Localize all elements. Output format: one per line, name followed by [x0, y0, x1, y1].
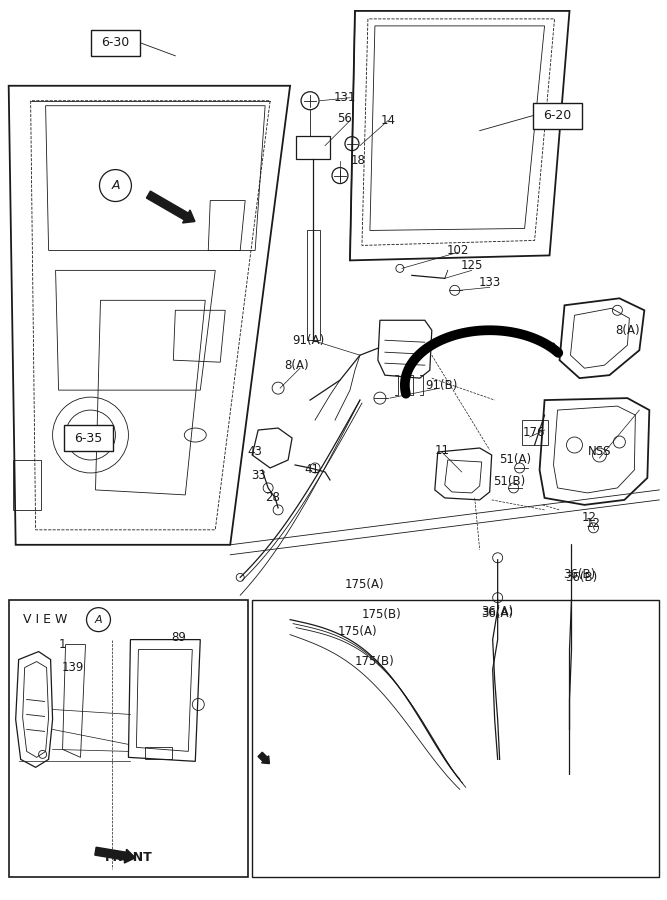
- Text: 51(A): 51(A): [500, 454, 532, 466]
- FancyArrow shape: [258, 752, 269, 763]
- Bar: [522, 420, 548, 445]
- FancyArrow shape: [146, 191, 195, 223]
- Text: V I E W: V I E W: [23, 613, 67, 626]
- Text: 51(B): 51(B): [494, 475, 526, 489]
- Text: 33: 33: [251, 470, 265, 482]
- Text: 175(B): 175(B): [355, 655, 395, 668]
- Circle shape: [99, 169, 131, 202]
- Text: 14: 14: [380, 114, 396, 127]
- Text: 43: 43: [247, 446, 263, 458]
- Text: 175(A): 175(A): [345, 578, 385, 591]
- Text: 36(A): 36(A): [482, 608, 514, 620]
- Bar: [63, 425, 113, 451]
- Bar: [307, 230, 320, 340]
- Text: 175(B): 175(B): [362, 608, 402, 621]
- Text: 102: 102: [446, 244, 469, 256]
- Text: 175(A): 175(A): [338, 626, 378, 638]
- Text: 36(B): 36(B): [566, 572, 598, 584]
- Text: 133: 133: [478, 275, 501, 289]
- Text: 91(A): 91(A): [292, 334, 324, 346]
- Circle shape: [87, 608, 111, 632]
- Text: 41: 41: [305, 464, 319, 476]
- Text: 125: 125: [460, 259, 483, 272]
- Bar: [296, 136, 330, 158]
- Text: 6-20: 6-20: [544, 109, 572, 122]
- Bar: [532, 103, 582, 129]
- Text: 131: 131: [334, 91, 356, 104]
- Text: A: A: [111, 179, 119, 192]
- Text: 18: 18: [351, 154, 366, 167]
- Text: 139: 139: [61, 661, 84, 674]
- Text: 56: 56: [338, 112, 352, 125]
- Bar: [91, 30, 140, 56]
- Text: 176: 176: [522, 426, 545, 438]
- Text: 6-35: 6-35: [75, 431, 103, 445]
- Text: 12: 12: [586, 518, 601, 530]
- Text: 36(B): 36(B): [564, 568, 596, 581]
- Text: 11: 11: [434, 444, 450, 456]
- Bar: [252, 599, 659, 878]
- Text: 89: 89: [171, 631, 186, 644]
- Text: 28: 28: [265, 491, 279, 504]
- Text: 91(B): 91(B): [426, 379, 458, 392]
- Text: NSS: NSS: [588, 446, 611, 458]
- Text: 8(A): 8(A): [283, 359, 308, 372]
- Text: 1: 1: [59, 638, 66, 651]
- Text: 36(A): 36(A): [482, 605, 514, 618]
- Text: FRONT: FRONT: [105, 850, 152, 864]
- FancyArrow shape: [95, 847, 135, 863]
- Bar: [145, 747, 172, 760]
- Text: 12: 12: [582, 511, 597, 525]
- Bar: [9, 599, 248, 878]
- Text: A: A: [95, 615, 102, 625]
- Text: 6-30: 6-30: [101, 36, 129, 50]
- Text: 8(A): 8(A): [615, 324, 640, 337]
